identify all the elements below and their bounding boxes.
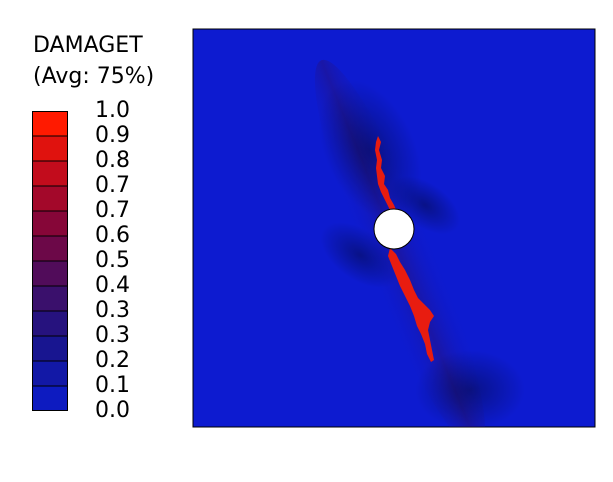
colorbar-band (32, 261, 68, 286)
legend-colorbar (32, 111, 68, 411)
damage-shadow-lower (415, 350, 525, 427)
colorbar-band (32, 336, 68, 361)
colorbar-band (32, 211, 68, 236)
colorbar-band (32, 111, 68, 136)
colorbar-band (32, 236, 68, 261)
colorbar-band (32, 361, 68, 386)
crack-upper (375, 136, 397, 220)
legend-tick-label: 0.6 (95, 223, 130, 248)
legend-tick-label: 0.1 (95, 373, 130, 398)
contour-background (192, 28, 596, 428)
damage-shadow-right (389, 175, 461, 235)
legend-tick-label: 0.0 (95, 398, 130, 423)
colorbar-band (32, 386, 68, 411)
legend-tick-label: 0.5 (95, 248, 130, 273)
damage-shadow-upper (318, 79, 422, 221)
legend-tick-label: 0.2 (95, 348, 130, 373)
legend-tick-label: 0.9 (95, 123, 130, 148)
legend-tick-label: 0.4 (95, 273, 130, 298)
legend-tick-label: 1.0 (95, 98, 130, 123)
legend-tick-label: 0.3 (95, 323, 130, 348)
legend-tick-label: 0.8 (95, 148, 130, 173)
legend-title: DAMAGET (33, 33, 143, 58)
colorbar-band (32, 286, 68, 311)
colorbar-band (32, 161, 68, 186)
colorbar-band (32, 186, 68, 211)
colorbar-border (32, 111, 68, 411)
damage-shadow-left (320, 222, 400, 288)
legend-subtitle: (Avg: 75%) (33, 64, 155, 89)
damage-shadow-band (314, 59, 486, 427)
colorbar-band (32, 311, 68, 336)
legend-tick-label: 0.7 (95, 173, 130, 198)
crack-lower (388, 248, 434, 362)
hole (373, 208, 415, 250)
legend-tick-label: 0.7 (95, 198, 130, 223)
legend-tick-label: 0.3 (95, 298, 130, 323)
colorbar-band (32, 136, 68, 161)
